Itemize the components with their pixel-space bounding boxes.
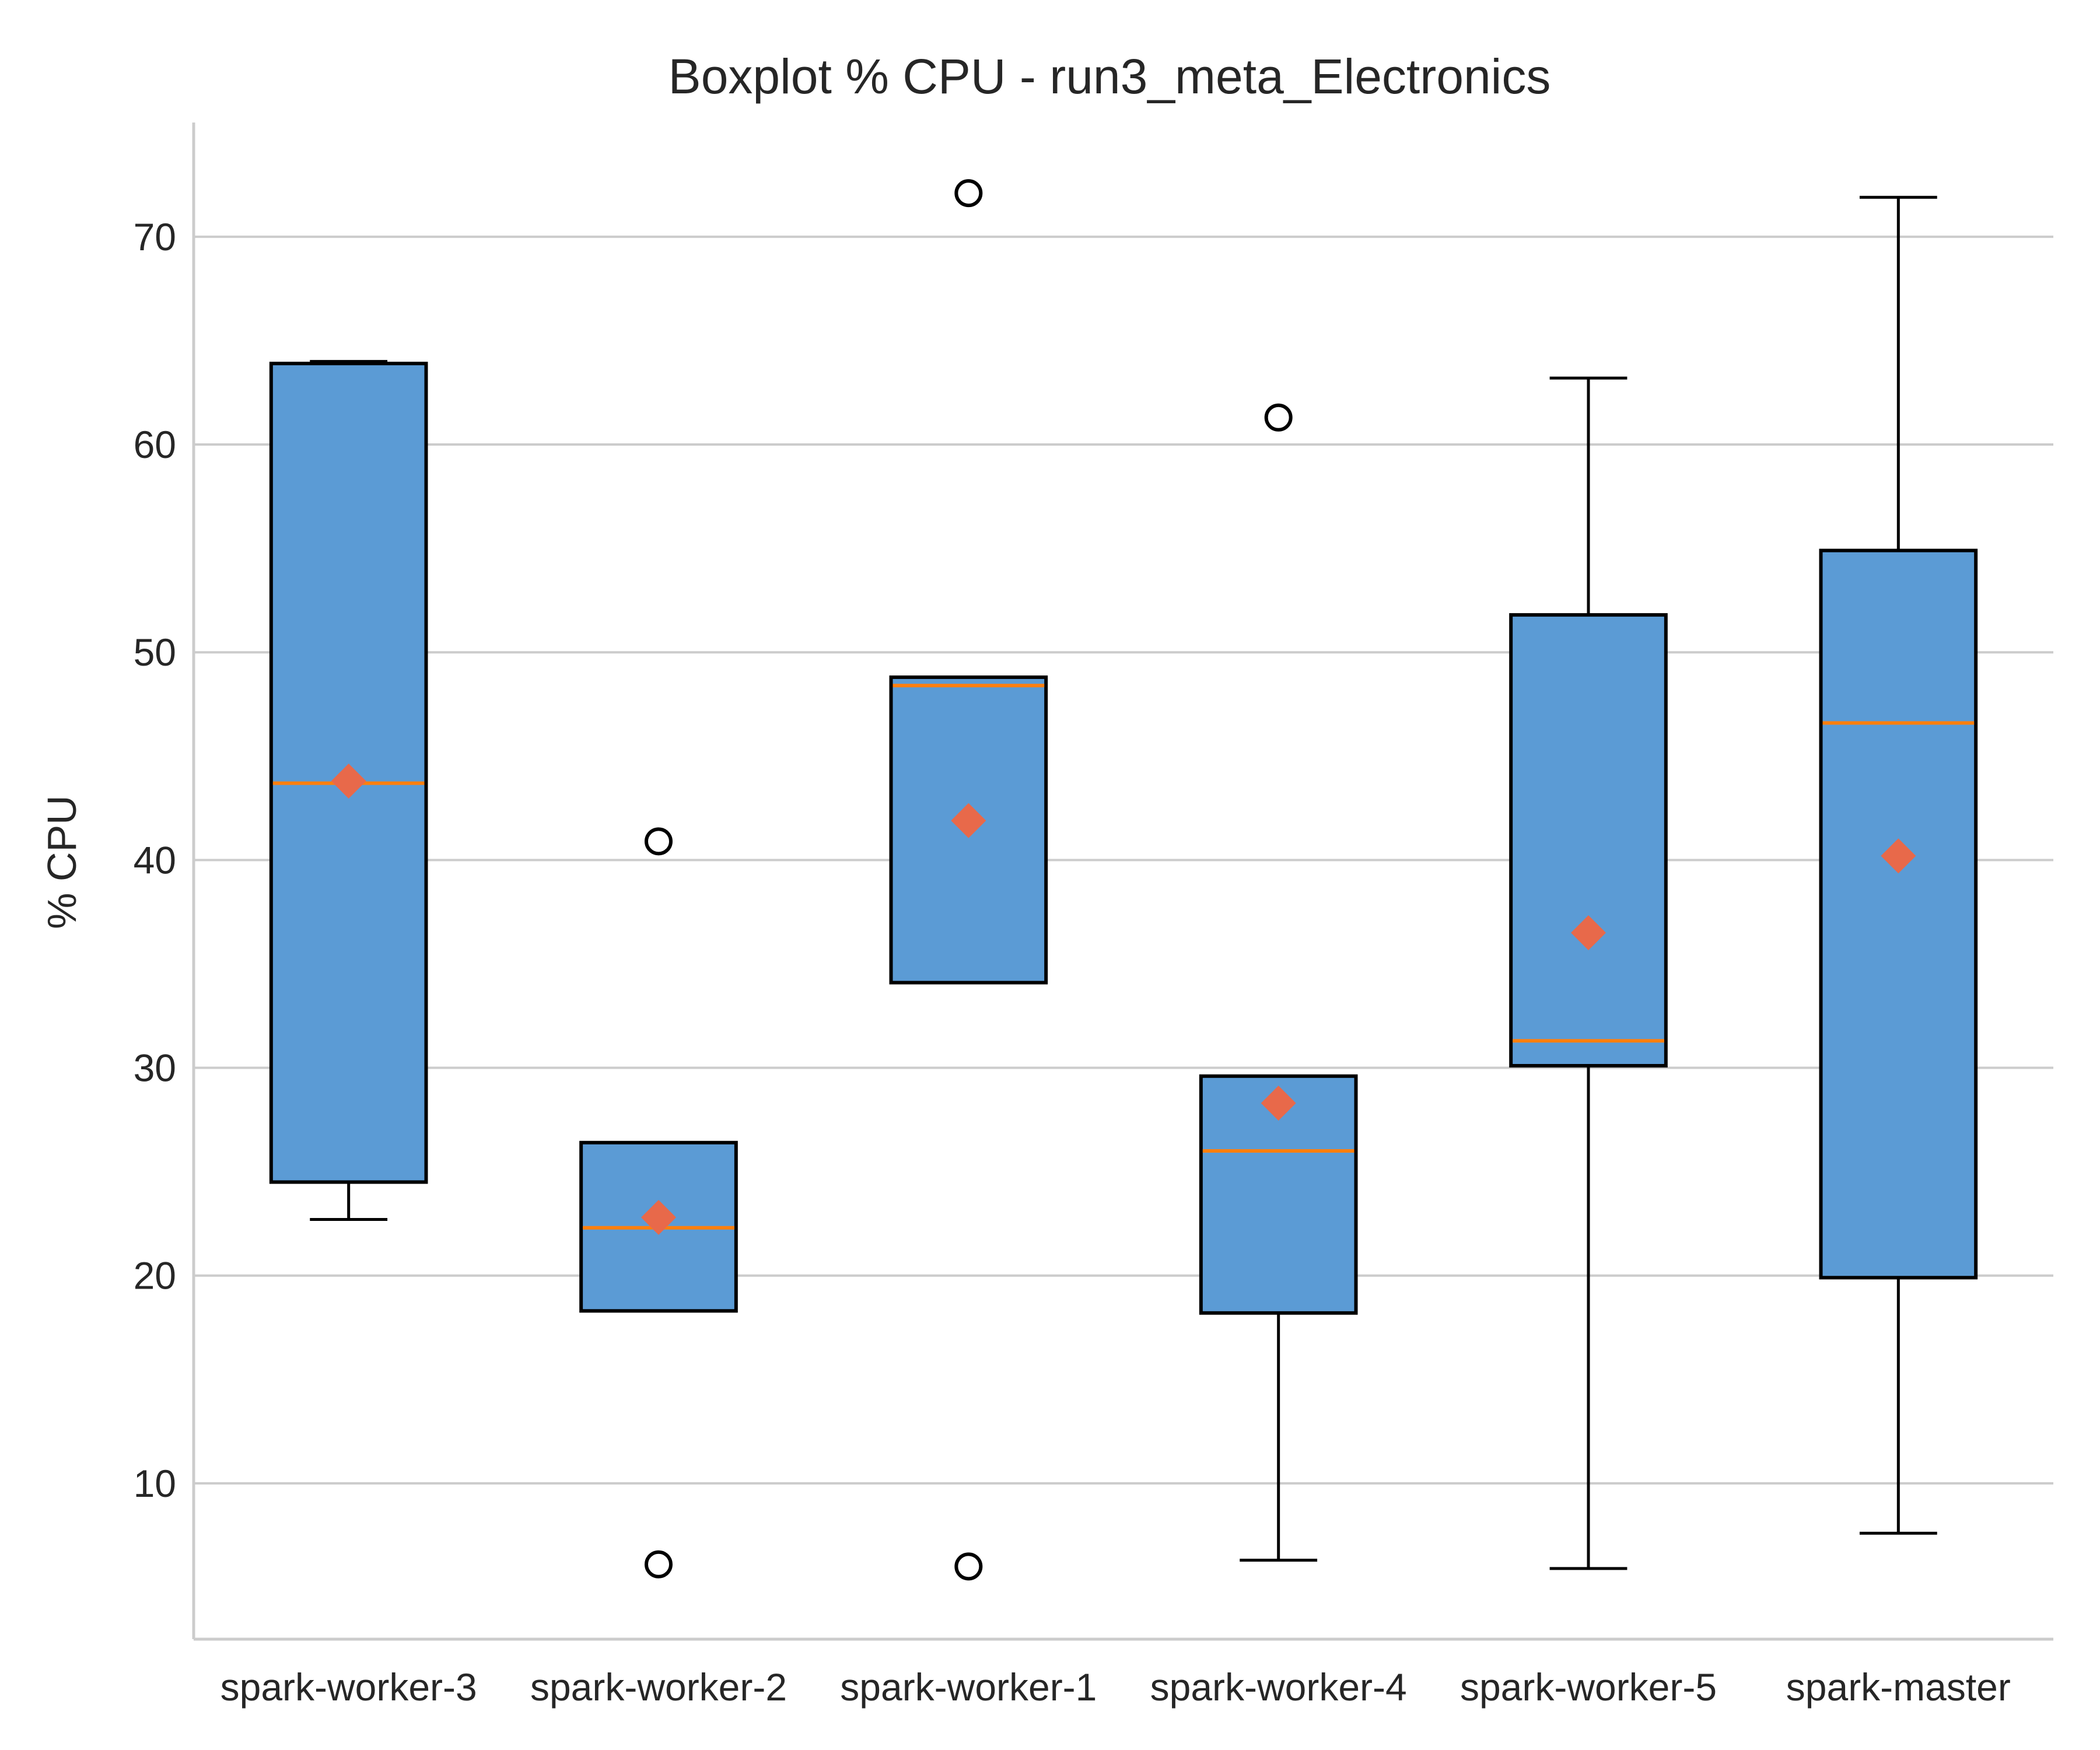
box-spark-worker-1 <box>889 179 1048 1581</box>
iqr-box <box>1819 548 1978 1280</box>
gridlines <box>194 235 2053 1485</box>
x-tick-label-spark-worker-3: spark-worker-3 <box>220 1665 477 1709</box>
chart-title: Boxplot % CPU - run3_meta_Electronics <box>668 49 1551 104</box>
box-spark-worker-3 <box>269 360 428 1222</box>
outlier-point <box>645 827 673 856</box>
y-tick-label-40: 40 <box>134 838 176 881</box>
box-spark-master <box>1819 195 1978 1535</box>
boxes <box>269 179 1978 1581</box>
mean-marker <box>951 803 986 838</box>
y-tick-label-60: 60 <box>134 423 176 466</box>
mean-marker <box>641 1199 676 1235</box>
y-tick-label-20: 20 <box>134 1254 176 1297</box>
y-tick-label-10: 10 <box>134 1462 176 1505</box>
outlier-point <box>1264 403 1293 432</box>
y-axis-label: % CPU <box>39 795 85 929</box>
x-tick-label-spark-worker-5: spark-worker-5 <box>1460 1665 1717 1709</box>
x-tick-label-spark-worker-2: spark-worker-2 <box>530 1665 787 1709</box>
axes <box>192 123 2053 1641</box>
mean-marker <box>1881 838 1916 874</box>
y-tick-labels: 10 20 30 40 50 60 70 <box>134 215 176 1505</box>
mean-marker <box>1571 915 1606 951</box>
box-spark-worker-5 <box>1509 376 1668 1570</box>
x-tick-labels: spark-worker-3 spark-worker-2 spark-worker… <box>220 1665 2011 1709</box>
y-tick-label-50: 50 <box>134 631 176 674</box>
outlier-point <box>954 1552 983 1581</box>
y-tick-label-70: 70 <box>134 215 176 258</box>
box-spark-worker-4 <box>1199 403 1358 1562</box>
mean-marker <box>1261 1086 1296 1121</box>
outlier-point <box>954 179 983 208</box>
outlier-point <box>645 1550 673 1578</box>
iqr-box <box>1509 613 1668 1068</box>
x-tick-label-spark-worker-4: spark-worker-4 <box>1150 1665 1407 1709</box>
mean-marker <box>331 764 366 799</box>
box-spark-worker-2 <box>579 827 738 1578</box>
x-tick-label-spark-worker-1: spark-worker-1 <box>840 1665 1097 1709</box>
iqr-box <box>269 362 428 1184</box>
y-tick-label-30: 30 <box>134 1046 176 1090</box>
x-tick-label-spark-master: spark-master <box>1786 1665 2011 1709</box>
